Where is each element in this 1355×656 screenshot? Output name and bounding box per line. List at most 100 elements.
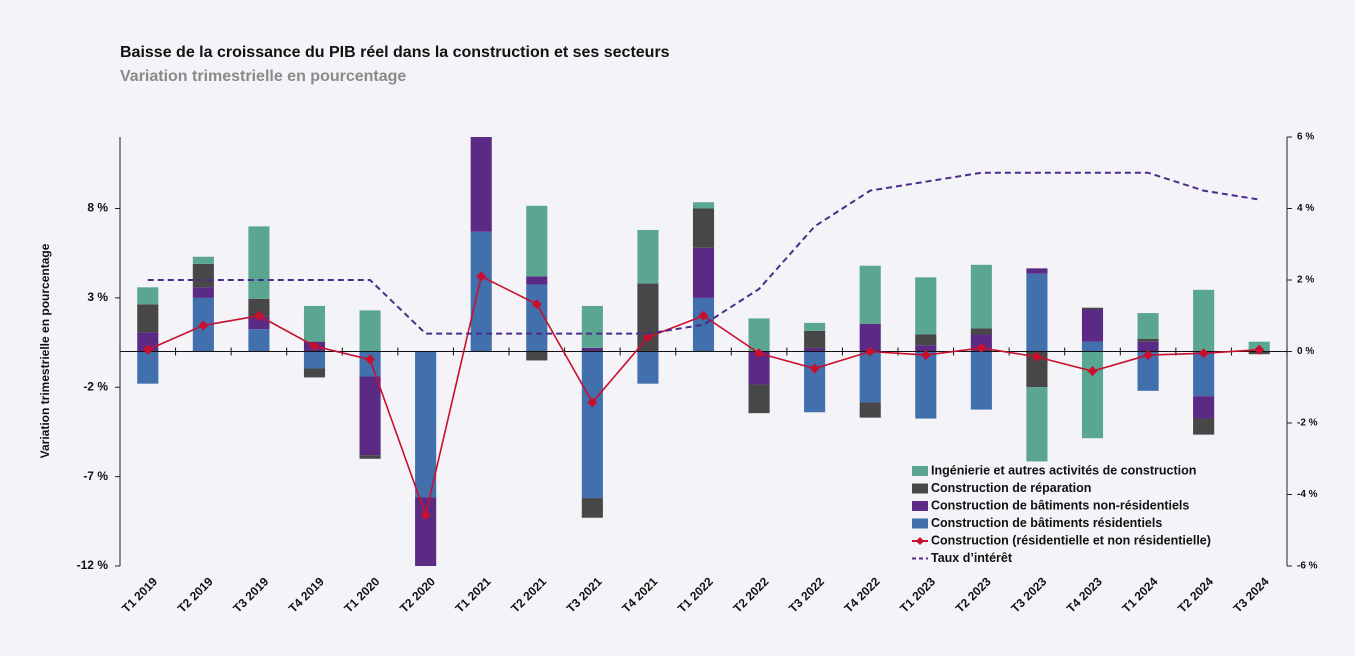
bar xyxy=(1193,396,1215,419)
bar xyxy=(1081,341,1104,352)
y2-tick-label: 0 % xyxy=(1297,346,1314,357)
y-tick-label: -2 % xyxy=(83,379,108,393)
marker xyxy=(142,344,153,355)
legend-label: Construction de bâtiments résidentiels xyxy=(931,516,1162,530)
bar xyxy=(303,305,326,342)
bar xyxy=(192,256,214,264)
bar xyxy=(804,330,826,348)
bar xyxy=(1193,289,1215,352)
x-tick-label: T4 2022 xyxy=(842,574,883,615)
bar xyxy=(248,316,270,330)
bar xyxy=(970,351,992,410)
bar xyxy=(137,351,159,384)
bar xyxy=(359,376,381,456)
x-tick-label: T2 2020 xyxy=(397,574,438,615)
bar xyxy=(859,402,881,418)
bar xyxy=(1026,273,1048,352)
bar xyxy=(1026,268,1048,274)
bar xyxy=(692,247,715,298)
bar xyxy=(526,205,548,277)
bar xyxy=(692,208,715,248)
bar xyxy=(248,329,270,352)
legend-label: Taux d’intérêt xyxy=(931,551,1013,565)
marker xyxy=(531,299,542,310)
x-tick-label: T3 2024 xyxy=(1231,574,1272,615)
marker xyxy=(809,363,820,374)
x-tick-label: T1 2023 xyxy=(897,574,938,615)
bar xyxy=(859,265,881,324)
bar xyxy=(1137,351,1159,391)
marker xyxy=(309,341,320,352)
x-tick-label: T2 2021 xyxy=(508,574,549,615)
x-tick-label: T1 2021 xyxy=(453,574,494,615)
x-tick-label: T3 2023 xyxy=(1008,574,1049,615)
bar xyxy=(637,351,659,384)
marker xyxy=(698,310,709,321)
bar xyxy=(470,137,492,232)
x-tick-label: T2 2019 xyxy=(175,574,216,615)
bar xyxy=(526,351,548,361)
marker xyxy=(476,271,487,282)
x-tick-label: T3 2021 xyxy=(564,574,605,615)
bar xyxy=(804,322,826,331)
bar xyxy=(303,351,326,369)
bar xyxy=(637,229,659,284)
bar xyxy=(470,231,492,352)
bar xyxy=(804,351,826,413)
chart-title: Baisse de la croissance du PIB réel dans… xyxy=(120,44,670,61)
line xyxy=(147,171,1260,335)
legend-label: Construction (résidentielle et non résid… xyxy=(931,533,1211,547)
bar xyxy=(581,351,603,499)
bar xyxy=(248,226,270,299)
y-tick-label: 8 % xyxy=(87,201,108,215)
legend-swatch xyxy=(912,501,928,511)
x-tick-label: T1 2022 xyxy=(675,574,716,615)
bar xyxy=(1137,341,1159,352)
bar xyxy=(359,455,381,459)
legend-label: Ingénierie et autres activités de constr… xyxy=(931,463,1196,477)
bar xyxy=(1193,351,1215,397)
x-tick-label: T3 2019 xyxy=(230,574,271,615)
bar xyxy=(581,347,603,352)
bar xyxy=(415,497,437,566)
marker xyxy=(976,342,987,353)
x-tick-label: T1 2024 xyxy=(1119,574,1160,615)
bar xyxy=(192,287,214,298)
bar xyxy=(1081,309,1104,342)
marker xyxy=(365,354,376,365)
bar xyxy=(248,298,270,317)
y-tick-label: -12 % xyxy=(77,558,109,572)
bar xyxy=(859,351,881,403)
bar xyxy=(1137,313,1159,339)
bar xyxy=(970,264,992,329)
bar xyxy=(915,345,937,352)
legend-label: Construction de réparation xyxy=(931,481,1091,495)
bars xyxy=(137,137,1270,566)
bar xyxy=(915,277,937,335)
x-tick-label: T2 2022 xyxy=(730,574,771,615)
bar xyxy=(137,304,159,333)
y-tick-label: -7 % xyxy=(83,469,108,483)
bar xyxy=(192,263,214,288)
y2-tick-label: 4 % xyxy=(1297,203,1314,214)
y2-tick-label: -4 % xyxy=(1297,489,1318,500)
bar xyxy=(748,351,770,385)
marker xyxy=(1031,351,1042,362)
legend-marker xyxy=(916,537,924,545)
marker xyxy=(1198,348,1209,359)
bar xyxy=(137,287,159,305)
marker xyxy=(1087,366,1098,377)
bar xyxy=(915,334,937,346)
bar xyxy=(581,498,603,518)
marker xyxy=(754,348,765,359)
bar xyxy=(415,351,437,498)
y-axis-title: Variation trimestrielle en pourcentage xyxy=(38,243,52,458)
bar xyxy=(859,323,881,352)
chart-subtitle: Variation trimestrielle en pourcentage xyxy=(120,68,406,85)
y2-tick-label: 2 % xyxy=(1297,275,1314,286)
bar xyxy=(303,368,326,378)
bar xyxy=(692,202,715,209)
bar xyxy=(970,328,992,335)
y2-tick-label: -2 % xyxy=(1297,418,1318,429)
x-tick-label: T4 2019 xyxy=(286,574,327,615)
